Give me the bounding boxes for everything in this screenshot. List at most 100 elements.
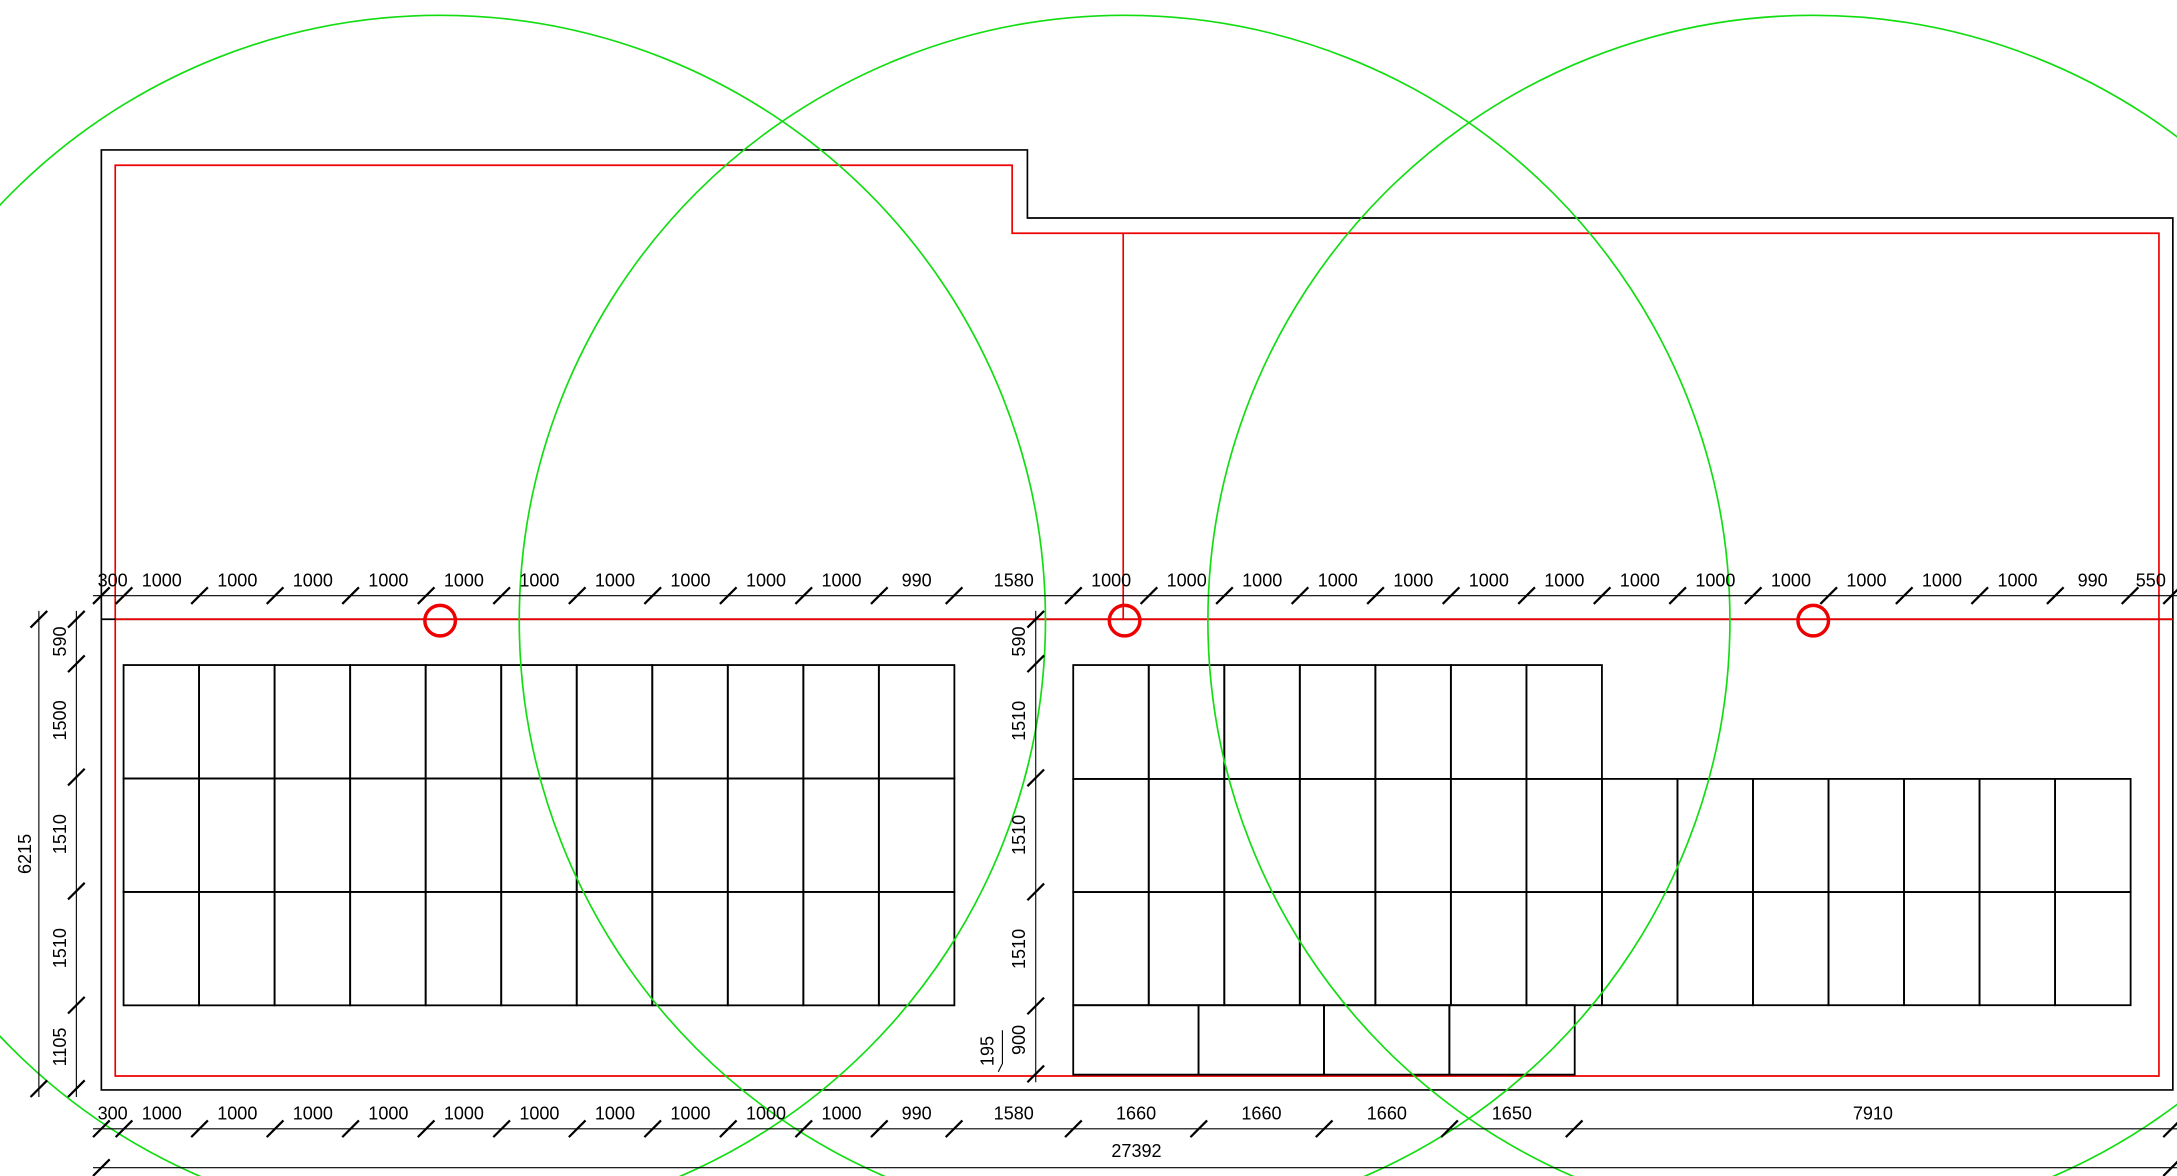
panel bbox=[802, 891, 880, 1007]
dim-label: 6215 bbox=[15, 834, 35, 874]
panel bbox=[1525, 778, 1603, 893]
panel bbox=[1223, 778, 1301, 893]
coverage-circle bbox=[0, 14, 1047, 1176]
dim-label: 1000 bbox=[746, 1104, 786, 1124]
panel bbox=[1448, 1004, 1576, 1076]
dim-label: 1000 bbox=[1167, 571, 1207, 591]
panel bbox=[1374, 664, 1452, 780]
dim-label: 1000 bbox=[444, 571, 484, 591]
dim-label: 1510 bbox=[1009, 815, 1029, 855]
dim-label: 1000 bbox=[1620, 571, 1660, 591]
dim-label: 990 bbox=[2078, 571, 2108, 591]
dim-label: 300 bbox=[98, 571, 128, 591]
dim-label: 7910 bbox=[1853, 1104, 1893, 1124]
coverage-circle bbox=[1207, 14, 2177, 1176]
panel bbox=[575, 777, 654, 893]
panel bbox=[1978, 891, 2057, 1007]
dim-label: 1000 bbox=[142, 1104, 182, 1124]
dim-label: 1000 bbox=[293, 1104, 333, 1124]
panel bbox=[1676, 891, 1754, 1007]
dim-label: 1000 bbox=[821, 1104, 861, 1124]
dimensions: 300 1000 1000 1000 1000 1000 1000 1000 1000 1000 1… bbox=[15, 571, 2177, 1176]
dim-label: 1650 bbox=[1492, 1104, 1532, 1124]
dim-label: 1000 bbox=[1846, 571, 1886, 591]
panel bbox=[802, 664, 880, 780]
dim-label: 1000 bbox=[595, 571, 635, 591]
panel bbox=[500, 664, 578, 780]
dim-label: 1000 bbox=[1393, 571, 1433, 591]
panel bbox=[1903, 891, 1981, 1007]
dim-label: 195 bbox=[977, 1036, 997, 1066]
panel bbox=[349, 664, 427, 780]
dim-label: 1000 bbox=[217, 571, 257, 591]
dim-label: 900 bbox=[1009, 1025, 1029, 1055]
panel bbox=[1072, 891, 1150, 1007]
dim-label: 990 bbox=[902, 571, 932, 591]
panel bbox=[1752, 891, 1830, 1007]
dim-label: 1000 bbox=[1544, 571, 1584, 591]
marker-circle bbox=[1107, 603, 1142, 638]
panel bbox=[273, 777, 352, 893]
panel bbox=[122, 664, 200, 780]
dim-label: 990 bbox=[902, 1104, 932, 1124]
coverage-circle bbox=[518, 14, 1731, 1176]
dim-label: 1000 bbox=[1695, 571, 1735, 591]
dim-label: 1000 bbox=[670, 571, 710, 591]
dim-label: 1510 bbox=[50, 814, 70, 854]
dim-label: 1580 bbox=[994, 1104, 1034, 1124]
dim-label: 1660 bbox=[1241, 1104, 1281, 1124]
panel bbox=[349, 777, 427, 893]
panel bbox=[1449, 778, 1528, 893]
dim-label: 1000 bbox=[1997, 571, 2037, 591]
panel bbox=[1072, 664, 1150, 780]
panel bbox=[575, 891, 654, 1007]
panel bbox=[424, 891, 503, 1007]
dim-label: 1000 bbox=[1242, 571, 1282, 591]
panel bbox=[1298, 778, 1377, 893]
leader bbox=[997, 1030, 1003, 1073]
panel bbox=[1525, 891, 1603, 1007]
dim-label: 1000 bbox=[595, 1104, 635, 1124]
panel bbox=[1601, 891, 1679, 1007]
dim-label: 1000 bbox=[1318, 571, 1358, 591]
dim-label: 1000 bbox=[1922, 571, 1962, 591]
panel bbox=[1298, 664, 1377, 780]
dim-label: 1000 bbox=[746, 571, 786, 591]
panel bbox=[1374, 778, 1452, 893]
panel bbox=[1223, 891, 1301, 1007]
panel bbox=[802, 777, 880, 893]
panel bbox=[1072, 1004, 1200, 1076]
panel bbox=[424, 664, 503, 780]
panel bbox=[726, 664, 805, 780]
panel bbox=[1197, 1004, 1325, 1076]
dim-label: 1660 bbox=[1116, 1104, 1156, 1124]
dim-label: 590 bbox=[50, 626, 70, 656]
dim-label: 1580 bbox=[994, 571, 1034, 591]
panel bbox=[1903, 778, 1981, 893]
dim-label: 1000 bbox=[519, 571, 559, 591]
panel bbox=[2054, 891, 2132, 1007]
panel bbox=[273, 664, 352, 780]
dim-label: 1000 bbox=[1091, 571, 1131, 591]
panel bbox=[726, 891, 805, 1007]
marker-circle bbox=[423, 603, 458, 638]
panel bbox=[651, 891, 729, 1007]
panel bbox=[349, 891, 427, 1007]
circles bbox=[0, 14, 2177, 1176]
dim-label: 590 bbox=[1009, 626, 1029, 656]
panel bbox=[198, 777, 276, 893]
panel bbox=[1449, 664, 1528, 780]
panel bbox=[1374, 891, 1452, 1007]
panel bbox=[726, 777, 805, 893]
panel bbox=[1298, 891, 1377, 1007]
dim-label: 1510 bbox=[50, 928, 70, 968]
dim-label: 1000 bbox=[821, 571, 861, 591]
dim-label: 1000 bbox=[142, 571, 182, 591]
panel bbox=[651, 777, 729, 893]
panel bbox=[273, 891, 352, 1007]
panel bbox=[1147, 778, 1226, 893]
dim-label: 1000 bbox=[293, 571, 333, 591]
inner-outline bbox=[114, 164, 2160, 1077]
panel bbox=[1147, 664, 1226, 780]
